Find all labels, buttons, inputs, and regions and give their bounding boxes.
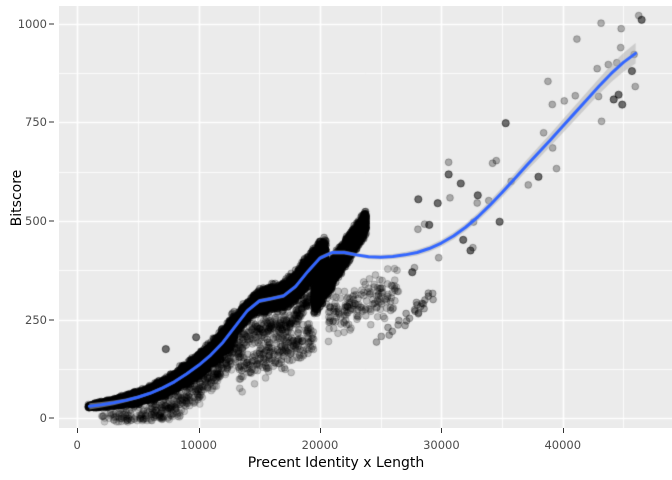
- x-tick-mark: [319, 428, 321, 433]
- x-tick-mark: [77, 428, 79, 433]
- y-axis-title: Bitscore: [9, 169, 25, 227]
- y-tick-mark: [49, 417, 54, 419]
- x-tick-mark: [198, 428, 200, 433]
- plot-panel: [59, 6, 672, 428]
- x-tick-label: 40000: [544, 438, 582, 452]
- y-tick-mark: [49, 121, 54, 123]
- y-tick-mark: [49, 23, 54, 25]
- y-tick-mark: [49, 319, 54, 321]
- x-tick-mark: [441, 428, 443, 433]
- y-tick-label: 0: [39, 411, 47, 426]
- x-tick-mark: [562, 428, 564, 433]
- x-axis-title: Precent Identity x Length: [247, 455, 425, 471]
- y-tick-label: 250: [25, 312, 47, 327]
- scatter-canvas: [59, 6, 672, 428]
- y-tick-mark: [49, 220, 54, 222]
- x-axis: 0 10000 20000 30000 40000: [0, 428, 672, 458]
- x-tick-label: 10000: [180, 438, 217, 452]
- y-tick-label: 500: [25, 213, 47, 228]
- y-tick-label: 750: [25, 115, 47, 130]
- x-tick-label: 0: [73, 438, 81, 452]
- y-tick-label: 1000: [17, 16, 47, 31]
- y-axis: 0 250 500 750 1000: [0, 0, 59, 434]
- x-tick-label: 30000: [423, 438, 460, 452]
- x-tick-label: 20000: [301, 438, 339, 452]
